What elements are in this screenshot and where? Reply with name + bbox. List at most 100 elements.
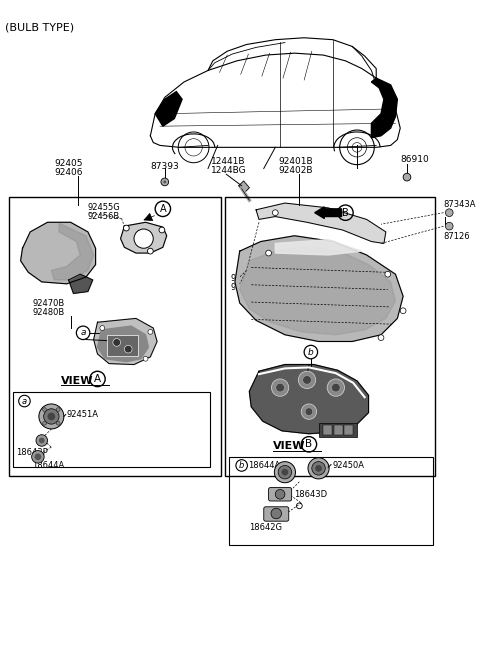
FancyBboxPatch shape [269, 487, 292, 501]
Bar [229, 457, 433, 545]
Circle shape [301, 404, 317, 419]
Circle shape [299, 371, 316, 388]
Text: 92451A: 92451A [67, 410, 99, 419]
Polygon shape [120, 222, 167, 253]
Bar [334, 425, 343, 435]
Polygon shape [94, 319, 157, 365]
Circle shape [163, 181, 166, 183]
Circle shape [327, 379, 345, 396]
Circle shape [100, 326, 105, 330]
Text: 1244BG: 1244BG [211, 166, 247, 175]
Text: b: b [308, 348, 314, 357]
Polygon shape [51, 223, 94, 280]
Text: VIEW: VIEW [61, 376, 94, 386]
Circle shape [143, 356, 148, 361]
Polygon shape [372, 78, 397, 138]
Bar [107, 335, 138, 356]
Circle shape [32, 451, 44, 463]
Polygon shape [276, 240, 362, 255]
Circle shape [36, 435, 48, 446]
Circle shape [278, 465, 292, 479]
FancyBboxPatch shape [264, 507, 289, 521]
Polygon shape [249, 365, 369, 434]
Text: 92470B: 92470B [32, 299, 64, 308]
Polygon shape [155, 91, 182, 126]
Text: 92421D: 92421D [230, 283, 263, 292]
Bar [345, 425, 353, 435]
Text: a: a [80, 328, 86, 337]
Circle shape [332, 383, 340, 392]
Text: 92411A: 92411A [230, 274, 262, 283]
Text: 18642G: 18642G [249, 523, 282, 532]
Circle shape [148, 329, 153, 334]
Circle shape [271, 509, 282, 519]
Text: 18644A: 18644A [32, 461, 64, 470]
Text: 92406: 92406 [54, 168, 83, 177]
Polygon shape [235, 236, 403, 342]
Text: 92455G: 92455G [88, 203, 120, 212]
Bar [319, 423, 357, 437]
Text: 18643D: 18643D [295, 490, 328, 499]
Bar [324, 425, 332, 435]
Circle shape [134, 229, 153, 248]
Text: 92402B: 92402B [278, 166, 312, 175]
Circle shape [44, 409, 59, 424]
Circle shape [378, 335, 384, 340]
Text: VIEW: VIEW [274, 442, 306, 451]
Circle shape [385, 271, 391, 277]
Text: A: A [94, 374, 101, 384]
Circle shape [276, 489, 285, 499]
Circle shape [124, 346, 132, 353]
Circle shape [161, 178, 168, 186]
Circle shape [48, 413, 55, 420]
Text: 92480B: 92480B [32, 308, 64, 317]
Text: 92450A: 92450A [332, 461, 364, 470]
Text: 87393: 87393 [150, 162, 179, 171]
Bar [9, 197, 220, 476]
Text: 92401B: 92401B [278, 157, 313, 166]
Circle shape [403, 173, 411, 181]
Text: B: B [305, 440, 312, 449]
Text: 18644A: 18644A [248, 461, 281, 470]
Circle shape [445, 209, 453, 217]
Circle shape [123, 225, 129, 231]
Circle shape [315, 465, 322, 472]
Text: 87343A: 87343A [444, 200, 476, 209]
Circle shape [43, 408, 47, 411]
Text: B: B [342, 208, 349, 217]
Circle shape [39, 438, 45, 443]
Polygon shape [21, 222, 96, 284]
Bar [13, 392, 210, 467]
Text: 92456B: 92456B [88, 212, 120, 221]
Text: A: A [159, 204, 166, 214]
Circle shape [35, 453, 41, 460]
Text: 18643P: 18643P [16, 448, 48, 457]
Circle shape [56, 408, 60, 411]
Circle shape [282, 469, 288, 476]
Polygon shape [240, 246, 396, 335]
Text: (BULB TYPE): (BULB TYPE) [5, 22, 74, 32]
Polygon shape [256, 203, 386, 244]
Circle shape [113, 338, 120, 346]
Circle shape [273, 210, 278, 215]
Circle shape [276, 383, 285, 392]
Circle shape [308, 458, 329, 479]
Text: b: b [239, 461, 244, 470]
Circle shape [272, 379, 289, 396]
Circle shape [400, 308, 406, 313]
Circle shape [445, 222, 453, 230]
Text: 12441B: 12441B [211, 157, 245, 166]
Circle shape [56, 421, 60, 425]
Text: 92405: 92405 [54, 159, 83, 168]
Bar [225, 197, 435, 476]
Polygon shape [239, 181, 249, 193]
FancyArrow shape [315, 207, 342, 219]
Text: 86910: 86910 [400, 155, 429, 164]
Circle shape [275, 462, 296, 483]
Text: a: a [22, 397, 27, 405]
Circle shape [312, 462, 325, 475]
Circle shape [266, 250, 272, 256]
Polygon shape [97, 326, 148, 361]
Circle shape [303, 376, 312, 384]
Circle shape [159, 227, 165, 233]
